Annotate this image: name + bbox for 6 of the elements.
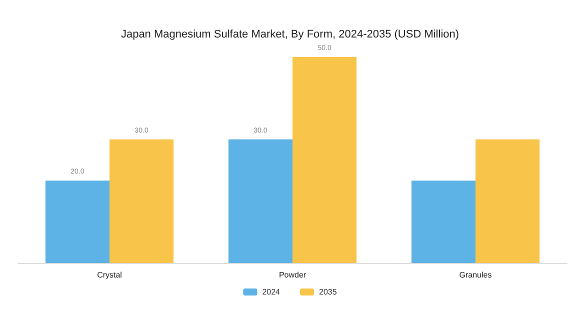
x-tick-label: Granules [459,270,492,280]
legend-label: 2035 [319,288,338,296]
x-tick-label: Powder [278,270,306,280]
x-tick-label: Crystal [97,270,122,280]
chart-title: Japan Magnesium Sulfate Market, By Form, 2024-2035 (USD Million) [120,28,460,40]
legend-label: 2024 [262,288,281,296]
